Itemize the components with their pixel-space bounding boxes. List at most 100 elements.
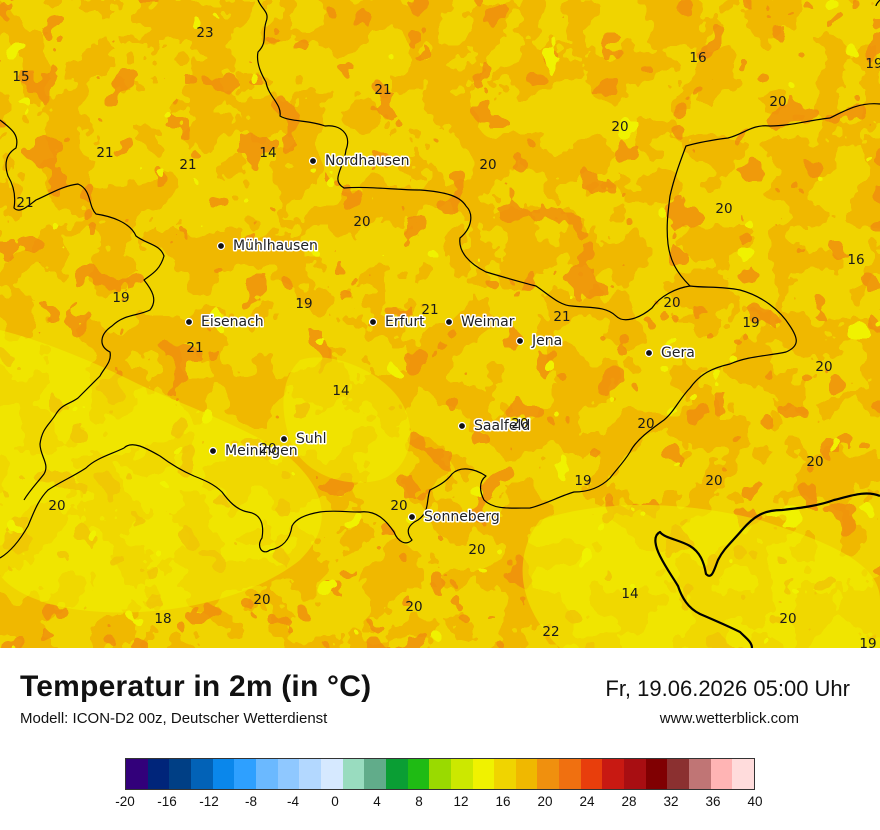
city-marker: Eisenach [184,313,265,332]
city-marker: Meiningen [208,442,299,461]
legend-swatch [515,759,538,789]
temperature-value: 21 [16,195,33,211]
city-label: Gera [661,345,695,361]
legend-tick: -4 [286,794,300,809]
city-label: Suhl [296,431,327,447]
city-label: Erfurt [385,314,425,330]
legend-tick: -20 [115,794,135,809]
city-dot [368,317,378,327]
temperature-values: 23 15 21 21 21 14 20 16 20 20 19 21 20 20 16 19 19 21 21 20… [12,25,880,648]
temperature-value: 20 [353,214,370,230]
legend-swatch [190,759,213,789]
color-legend [125,758,755,790]
temperature-value: 20 [769,94,786,110]
legend-swatch [364,759,386,789]
temperature-value: 20 [405,599,422,615]
city-label: Eisenach [201,314,264,330]
legend-swatch [277,759,300,789]
city-dot [644,348,654,358]
city-dot [208,446,218,456]
legend-swatch [212,759,235,789]
temperature-value: 20 [253,592,270,608]
temperature-value: 19 [859,636,876,648]
city-dot [308,156,318,166]
temperature-value: 14 [332,383,349,399]
temperature-value: 20 [259,441,276,457]
legend-tick: 32 [663,794,679,809]
legend-tick: 0 [331,794,339,809]
legend-tick: 40 [747,794,763,809]
state-borders [0,0,880,559]
temperature-value: 21 [374,82,391,98]
temperature-value: 19 [574,473,591,489]
legend-swatch [580,759,603,789]
temperature-value: 20 [611,119,628,135]
legend-tick-labels: -20 -16 -12 -8 -4 0 4 8 12 16 20 24 28 32 36 40 [115,794,762,814]
temperature-value: 18 [154,611,171,627]
city-label: Sonneberg [424,509,500,525]
temperature-value: 20 [48,498,65,514]
model-info: Modell: ICON-D2 00z, Deutscher Wetterdie… [20,710,328,727]
city-dot [279,434,289,444]
temperature-value: 19 [295,296,312,312]
temperature-value: 20 [511,416,528,432]
city-dot [515,336,525,346]
legend-tick: 16 [495,794,511,809]
city-marker: Gera [644,344,696,363]
city-marker: Nordhausen [308,152,411,171]
temperature-value: 20 [468,542,485,558]
temperature-value: 20 [715,201,732,217]
city-label: Meiningen [225,443,298,459]
legend-swatch [407,759,430,789]
city-marker: Saalfeld [457,417,532,436]
legend-tick: -8 [244,794,258,809]
city-label: Jena [531,333,562,349]
legend-swatch [169,759,191,789]
temperature-value: 21 [186,340,203,356]
temperature-value: 14 [259,145,276,161]
city-dot [216,241,226,251]
temperature-value: 16 [847,252,864,268]
city-markers: Nordhausen Mühlhausen Eisenach Erfurt Weimar… [184,152,696,527]
temperature-value: 21 [553,309,570,325]
temperature-value: 19 [112,290,129,306]
legend-swatch [255,759,278,789]
legend-swatch [689,759,711,789]
legend-tick: 8 [415,794,423,809]
city-marker: Erfurt [368,313,427,332]
legend-swatch [234,759,256,789]
temperature-value: 20 [705,473,722,489]
temperature-value: 20 [663,295,680,311]
city-marker: Weimar [444,313,516,332]
city-marker: Sonneberg [407,508,501,527]
legend-swatch [385,759,408,789]
legend-swatch [320,759,343,789]
legend-swatch [624,759,646,789]
map-cool-region-central [283,357,411,483]
temperature-value: 19 [865,56,880,72]
map-cool-region-southwest [0,330,322,613]
map-footer: Temperatur in 2m (in °C) Modell: ICON-D2… [0,648,880,830]
country-border [654,492,880,648]
legend-swatch [494,759,516,789]
temperature-value: 15 [12,69,29,85]
temperature-value: 21 [421,302,438,318]
legend-tick: -12 [199,794,219,809]
legend-swatch [732,759,755,789]
temperature-value: 20 [806,454,823,470]
temperature-value: 14 [621,586,638,602]
temperature-value: 20 [390,498,407,514]
legend-tick: 4 [373,794,381,809]
temperature-value: 23 [196,25,213,41]
city-label: Weimar [461,314,515,330]
legend-swatch [559,759,581,789]
legend-tick: 28 [621,794,637,809]
temperature-value: 21 [96,145,113,161]
legend-swatch [147,759,170,789]
temperature-value: 16 [689,50,706,66]
website-link: www.wetterblick.com [659,710,799,727]
legend-swatch [472,759,495,789]
legend-tick: 20 [537,794,553,809]
city-label: Mühlhausen [233,238,318,254]
legend-swatch [429,759,451,789]
